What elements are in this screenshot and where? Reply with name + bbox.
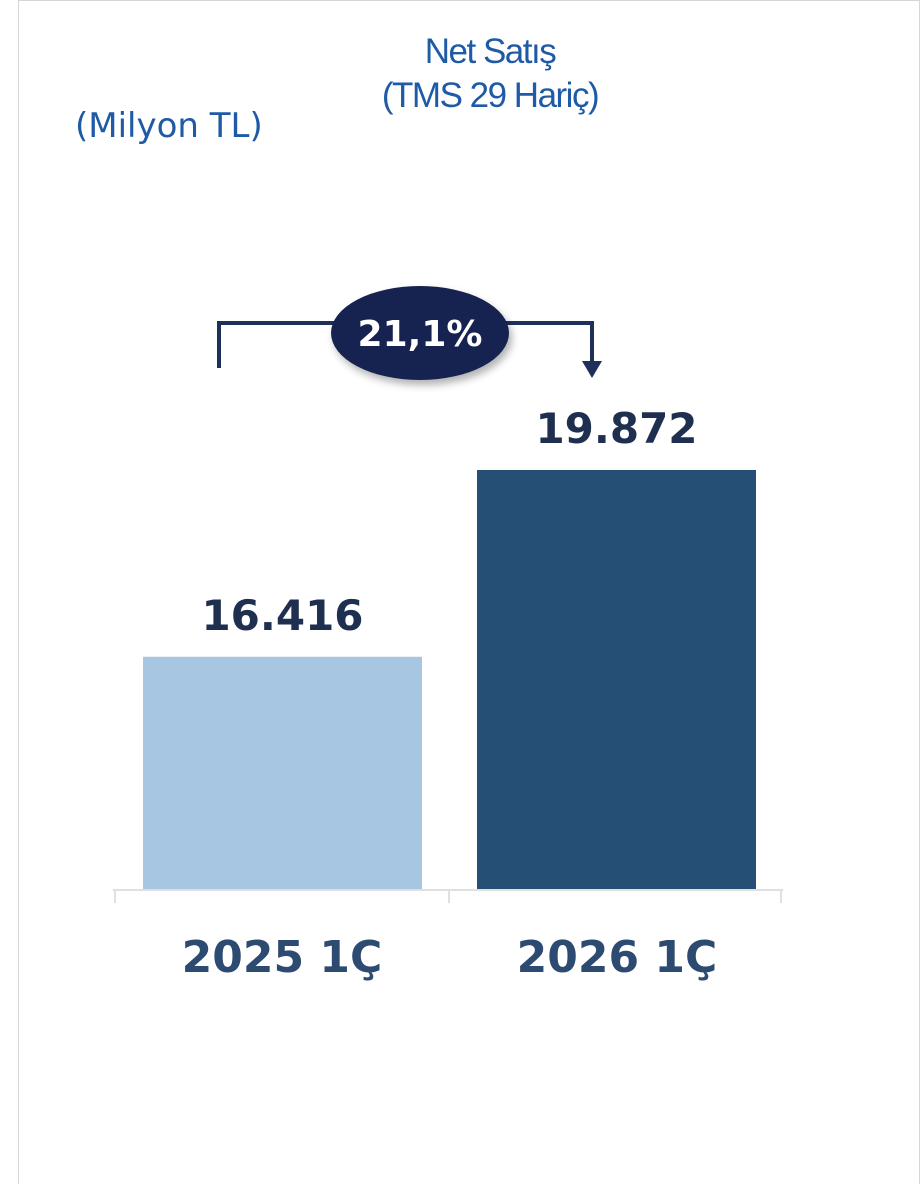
growth-indicator: 21,1% xyxy=(217,286,602,380)
bars: 16.416 19.872 xyxy=(143,404,756,890)
bar-1 xyxy=(143,656,422,890)
chart-title-line-1: Net Satış xyxy=(424,32,557,71)
growth-badge-text: 21,1% xyxy=(358,314,483,355)
x-tick-label: 2026 1Ç xyxy=(517,932,718,983)
bar-2 xyxy=(477,470,756,890)
chart-title-line-2: (TMS 29 Hariç) xyxy=(381,76,600,115)
growth-arrow-head xyxy=(582,361,602,378)
bar-value-label: 16.416 xyxy=(201,591,363,640)
unit-label: (Milyon TL) xyxy=(75,106,263,146)
bar-value-label: 19.872 xyxy=(535,404,697,453)
growth-badge xyxy=(331,286,509,380)
chart-title: Net Satış (TMS 29 Hariç) xyxy=(300,30,680,118)
chart-frame xyxy=(18,0,920,1184)
x-tick-label: 2025 1Ç xyxy=(182,932,383,983)
